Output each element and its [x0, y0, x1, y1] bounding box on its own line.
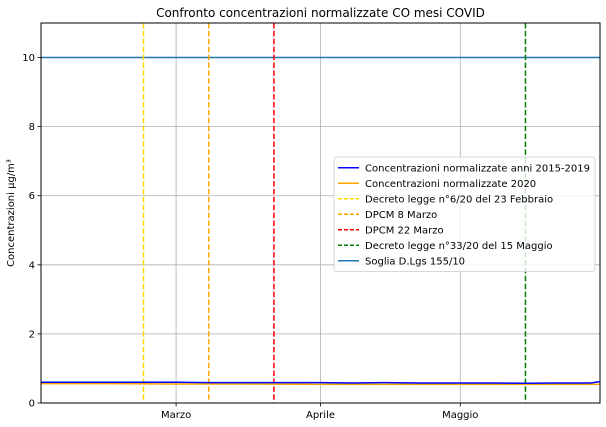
legend-entry: Decreto legge n°6/20 del 23 Febbraio — [365, 194, 553, 205]
y-tick-label: 6 — [29, 191, 35, 202]
legend-entry: DPCM 22 Marzo — [365, 225, 444, 236]
legend-box — [333, 156, 596, 272]
legend-entry: Soglia D.Lgs 155/10 — [365, 256, 465, 267]
y-tick-label: 0 — [29, 399, 35, 410]
series-line — [41, 380, 601, 385]
legend-entry: Concentrazioni normalizzate anni 2015-20… — [365, 163, 590, 174]
chart-title: Confronto concentrazioni normalizzate CO… — [156, 6, 485, 20]
y-tick-label: 2 — [29, 329, 35, 340]
y-tick-label: 8 — [29, 122, 35, 133]
y-axis-label: Concentrazioni µg/m³ — [6, 159, 17, 267]
legend: Concentrazioni normalizzate anni 2015-20… — [333, 156, 596, 272]
legend-entry: Decreto legge n°33/20 del 15 Maggio — [365, 241, 553, 252]
series-line — [41, 382, 600, 386]
y-tick-label: 10 — [22, 53, 35, 64]
y-tick-label: 4 — [29, 260, 35, 271]
x-tick-label: Marzo — [161, 410, 191, 421]
axis-ticks: 0 2 4 6 8 10 Marzo Aprile Maggio — [22, 53, 478, 421]
x-tick-label: Maggio — [442, 410, 478, 421]
legend-entry: DPCM 8 Marzo — [365, 210, 437, 221]
legend-entry: Concentrazioni normalizzate 2020 — [365, 179, 536, 190]
x-tick-label: Aprile — [306, 410, 335, 421]
